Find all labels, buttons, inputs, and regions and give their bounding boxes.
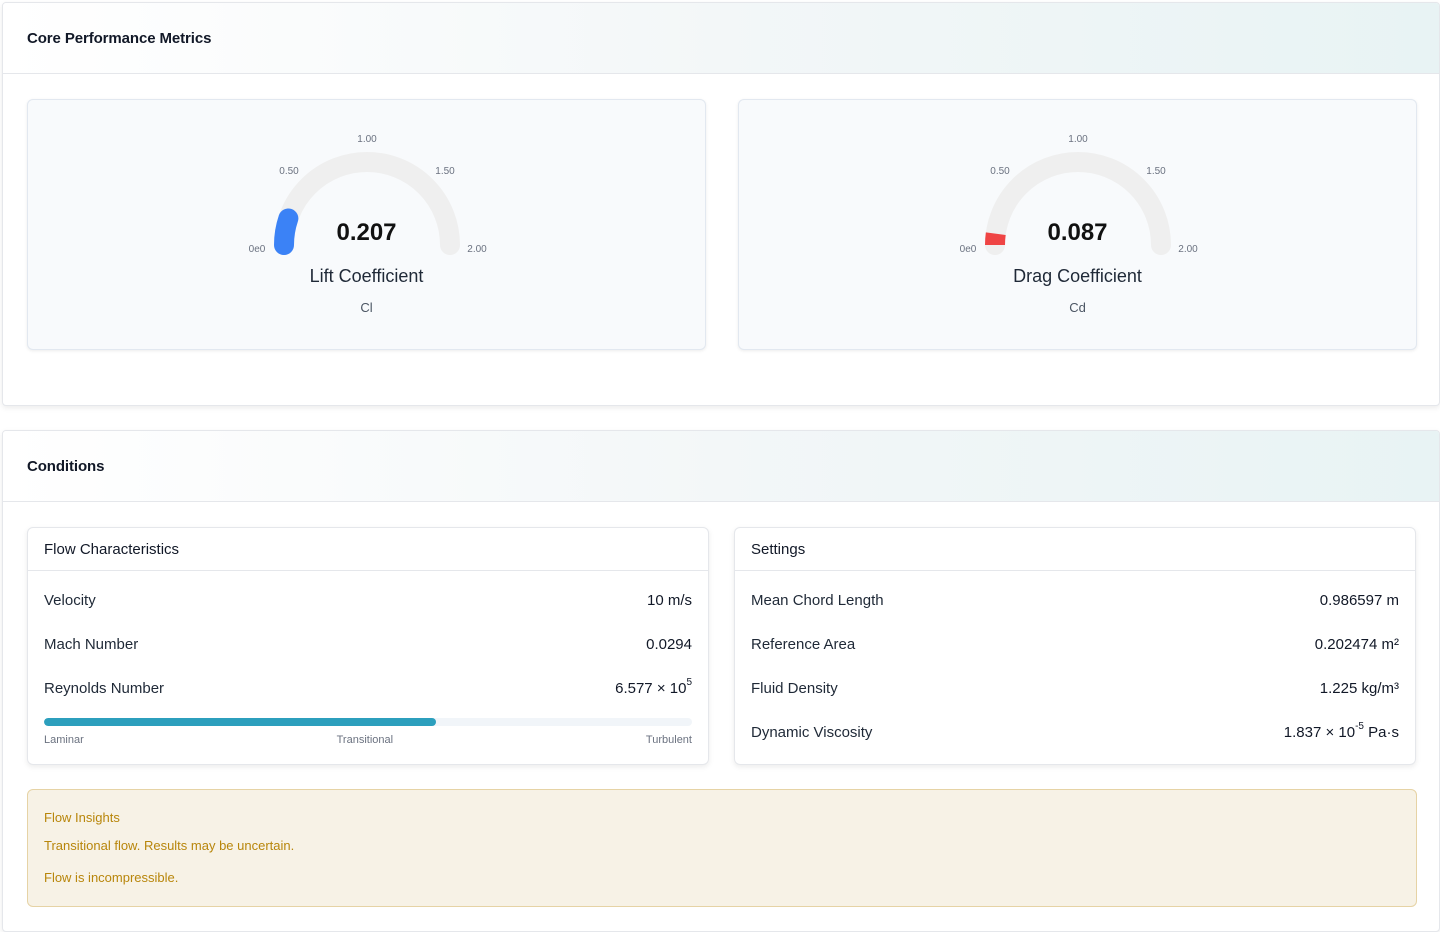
drag-gauge-track — [985, 152, 1171, 255]
drag-gauge-fill — [984, 232, 1006, 246]
drag-tick-3: 1.50 — [1146, 166, 1166, 177]
flow-characteristics-card: Flow Characteristics Velocity 10 m/s Mac… — [27, 527, 709, 765]
velocity-value: 10 m/s — [646, 591, 692, 609]
regime-label-turbulent: Turbulent — [645, 734, 692, 746]
lift-coefficient-label: Lift Coefficient — [309, 266, 424, 286]
reference-area-value: 0.202474 m² — [1314, 635, 1399, 653]
viscosity-exponent: -5 — [1355, 720, 1364, 732]
reynolds-exponent: 5 — [686, 676, 692, 688]
drag-coefficient-value: 0.087 — [1047, 219, 1108, 246]
flow-insights-title: Flow Insights — [44, 810, 120, 825]
drag-coefficient-label: Drag Coefficient — [1013, 266, 1142, 286]
settings-title: Settings — [735, 528, 1415, 571]
flow-insights-box: Flow Insights Transitional flow. Results… — [27, 789, 1417, 907]
flow-regime-bar — [44, 718, 692, 726]
settings-card: Settings Mean Chord Length 0.986597 m Re… — [734, 527, 1416, 765]
mean-chord-label: Mean Chord Length — [751, 591, 884, 609]
flow-characteristics-title: Flow Characteristics — [28, 528, 708, 571]
flow-regime-fill — [44, 718, 437, 726]
core-metrics-title: Core Performance Metrics — [27, 29, 212, 47]
drag-gauge — [984, 152, 1171, 255]
drag-tick-0: 0e0 — [959, 244, 977, 255]
drag-gauge-card: 0e0 0.50 1.00 1.50 2.00 0.087 Drag Coeff… — [738, 99, 1417, 350]
reference-area-row: Reference Area 0.202474 m² — [751, 633, 1399, 655]
mean-chord-row: Mean Chord Length 0.986597 m — [751, 589, 1399, 611]
reynolds-mantissa: 6.577 × 10 — [615, 679, 687, 697]
reference-area-label: Reference Area — [751, 635, 856, 653]
flow-insight-line: Flow is incompressible. — [44, 870, 179, 885]
conditions-panel: Conditions Flow Characteristics Velocity… — [2, 430, 1440, 932]
regime-label-laminar: Laminar — [44, 734, 84, 746]
viscosity-mantissa: 1.837 × 10 — [1283, 723, 1356, 741]
core-metrics-panel: Core Performance Metrics 0e0 0.50 1.00 1… — [2, 2, 1440, 406]
mach-number-row: Mach Number 0.0294 — [44, 633, 692, 655]
drag-coefficient-symbol: Cd — [1069, 300, 1086, 315]
lift-tick-4: 2.00 — [467, 244, 487, 255]
drag-tick-1: 0.50 — [990, 166, 1010, 177]
dynamic-viscosity-label: Dynamic Viscosity — [751, 723, 873, 741]
lift-gauge-track — [274, 152, 460, 255]
velocity-label: Velocity — [44, 591, 96, 609]
lift-tick-3: 1.50 — [435, 166, 455, 177]
lift-coefficient-value: 0.207 — [336, 219, 397, 246]
core-metrics-header: Core Performance Metrics — [3, 3, 1439, 74]
dynamic-viscosity-row: Dynamic Viscosity 1.837 × 10-5 Pa·s — [751, 721, 1399, 743]
lift-coefficient-symbol: Cl — [360, 300, 373, 315]
dynamic-viscosity-value: 1.837 × 10-5 Pa·s — [1283, 720, 1399, 741]
reynolds-number-label: Reynolds Number — [44, 679, 165, 697]
reynolds-number-row: Reynolds Number 6.577 × 105 — [44, 677, 692, 699]
mach-number-label: Mach Number — [44, 635, 139, 653]
lift-gauge-card: 0e0 0.50 1.00 1.50 2.00 0.207 Lift Coeff… — [27, 99, 706, 350]
mach-number-value: 0.0294 — [646, 635, 692, 653]
fluid-density-label: Fluid Density — [751, 679, 838, 697]
velocity-row: Velocity 10 m/s — [44, 589, 692, 611]
drag-tick-2: 1.00 — [1068, 134, 1088, 145]
viscosity-unit: Pa·s — [1363, 723, 1399, 741]
mean-chord-value: 0.986597 m — [1319, 591, 1399, 609]
lift-tick-2: 1.00 — [357, 134, 377, 145]
regime-label-transitional: Transitional — [336, 734, 394, 746]
reynolds-number-value: 6.577 × 105 — [615, 676, 692, 697]
flow-regime-labels: Laminar Transitional Turbulent — [44, 734, 692, 746]
flow-insight-line: Transitional flow. Results may be uncert… — [44, 838, 295, 853]
lift-gauge-fill — [274, 208, 299, 255]
conditions-title: Conditions — [27, 457, 105, 475]
lift-tick-1: 0.50 — [279, 166, 299, 177]
drag-tick-4: 2.00 — [1178, 244, 1198, 255]
lift-tick-0: 0e0 — [248, 244, 266, 255]
conditions-header: Conditions — [3, 431, 1439, 502]
lift-gauge — [274, 152, 460, 255]
fluid-density-row: Fluid Density 1.225 kg/m³ — [751, 677, 1399, 699]
fluid-density-value: 1.225 kg/m³ — [1319, 679, 1399, 697]
